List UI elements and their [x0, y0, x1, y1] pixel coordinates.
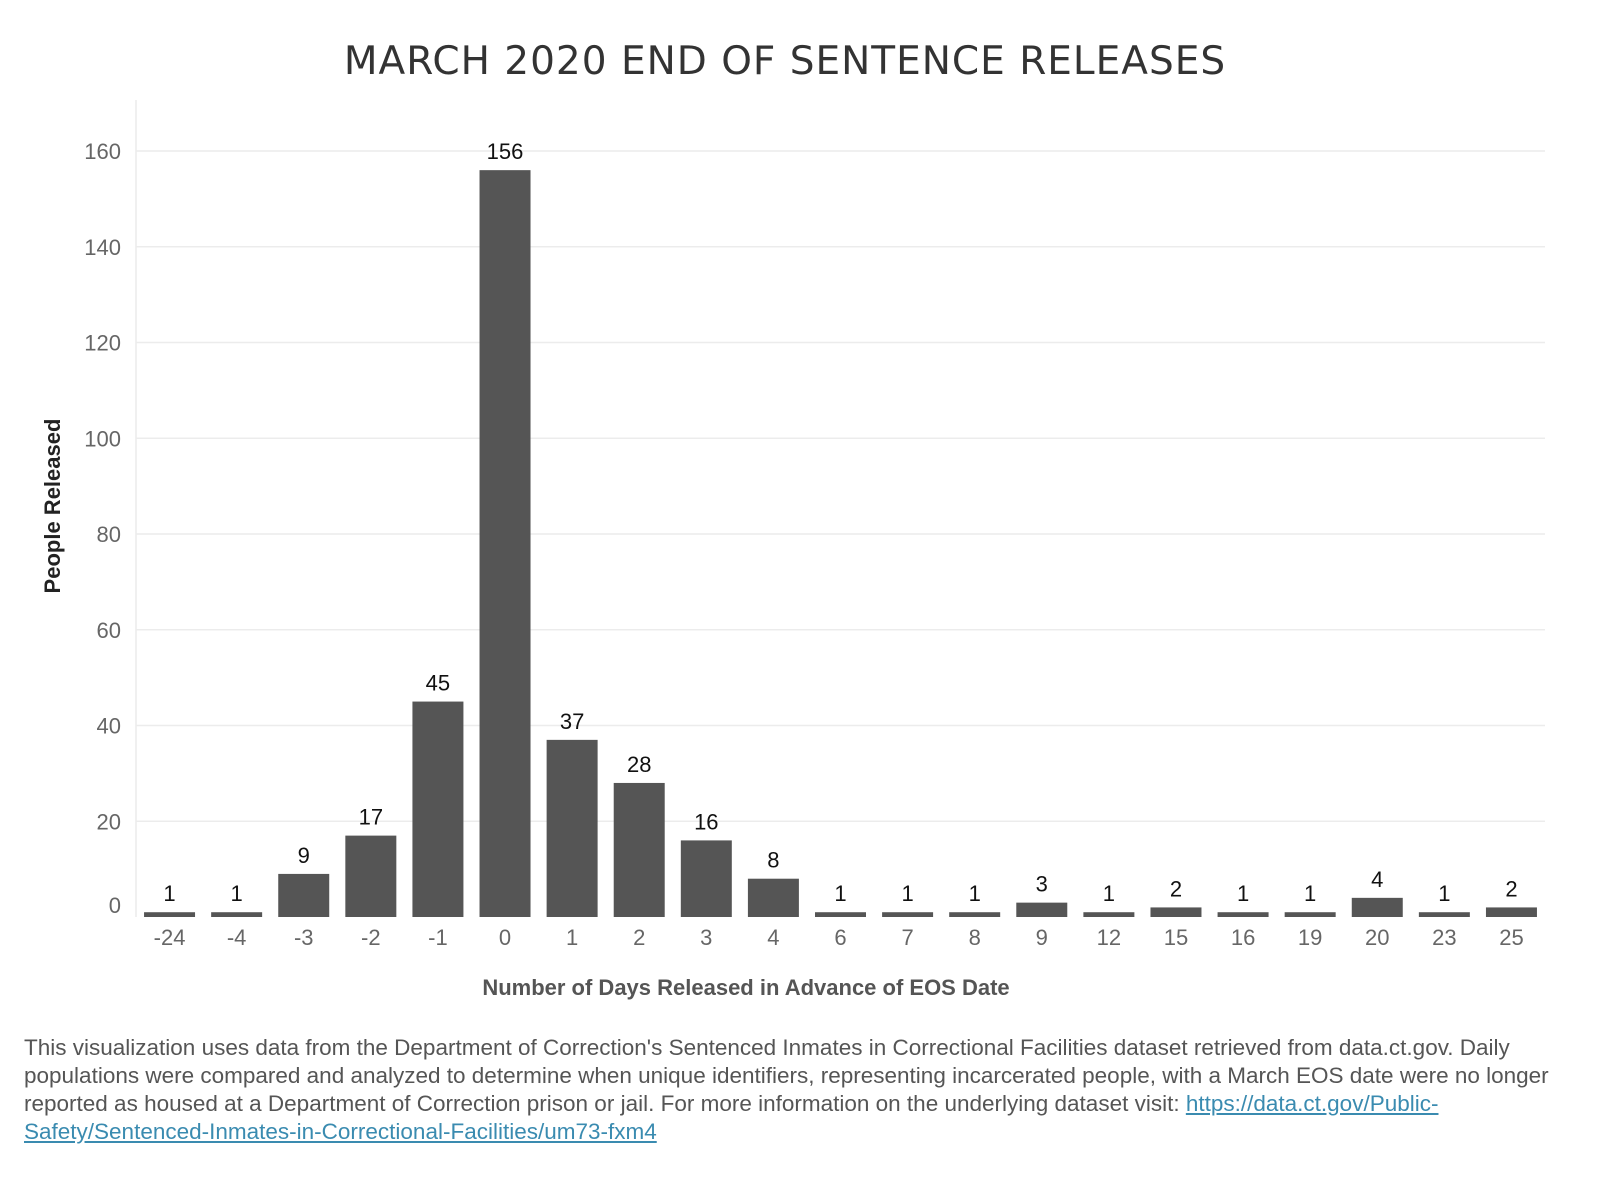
- data-label: 8: [767, 848, 779, 873]
- x-tick-label: -24: [154, 925, 186, 950]
- bar: [345, 835, 397, 917]
- x-tick-label: 15: [1164, 925, 1188, 950]
- bar: [747, 878, 799, 917]
- data-label: 16: [694, 809, 718, 834]
- y-tick-label: 160: [84, 139, 121, 164]
- data-label: 1: [969, 881, 981, 906]
- source-note-text: This visualization uses data from the De…: [24, 1035, 1549, 1116]
- data-label: 1: [1103, 881, 1115, 906]
- x-tick-label: 16: [1231, 925, 1255, 950]
- y-axis-ticks: 0 20 40 60 80 100 120 140 160: [84, 139, 121, 918]
- x-tick-label: 19: [1298, 925, 1322, 950]
- x-tick-label: 20: [1365, 925, 1389, 950]
- bar: [1083, 912, 1135, 917]
- data-label: 37: [560, 709, 584, 734]
- bar: [815, 912, 866, 917]
- data-label: 156: [487, 139, 524, 164]
- data-label: 1: [834, 881, 846, 906]
- bars: 1 1 9 17 45 156 37 28 16 8 1 1 1 3 1 2 1 1 4 1 2: [144, 139, 1537, 917]
- data-label: 3: [1036, 872, 1048, 897]
- x-tick-label: -2: [361, 925, 381, 950]
- x-tick-label: 8: [969, 925, 981, 950]
- y-axis-label: People Released: [40, 419, 65, 594]
- x-tick-label: 0: [499, 925, 511, 950]
- x-tick-label: -1: [428, 925, 448, 950]
- x-tick-label: 23: [1432, 925, 1456, 950]
- x-tick-label: -3: [294, 925, 314, 950]
- data-label: 45: [426, 671, 450, 696]
- y-tick-label: 100: [84, 426, 121, 451]
- data-label: 1: [231, 881, 243, 906]
- x-tick-label: -4: [227, 925, 247, 950]
- chart-title: MARCH 2020 END OF SENTENCE RELEASES: [344, 39, 1226, 84]
- bar: [1016, 902, 1068, 917]
- y-tick-label: 120: [84, 331, 121, 356]
- y-tick-label: 40: [97, 714, 121, 739]
- x-tick-label: 12: [1097, 925, 1121, 950]
- bar: [1284, 912, 1336, 917]
- bar: [1418, 912, 1470, 917]
- bar: [1351, 897, 1403, 917]
- x-tick-label: 25: [1499, 925, 1523, 950]
- bar: [1150, 907, 1202, 917]
- x-tick-label: 6: [834, 925, 846, 950]
- bar: [1485, 907, 1537, 917]
- data-label: 1: [1438, 881, 1450, 906]
- data-label: 28: [627, 752, 651, 777]
- bar: [882, 912, 934, 917]
- bar: [144, 912, 196, 917]
- data-label: 1: [1237, 881, 1249, 906]
- data-label: 1: [163, 881, 175, 906]
- bar: [680, 840, 732, 917]
- chart: MARCH 2020 END OF SENTENCE RELEASES 0204…: [40, 39, 1545, 1000]
- data-label: 1: [1304, 881, 1316, 906]
- x-tick-label: 2: [633, 925, 645, 950]
- bar: [211, 912, 263, 917]
- bar: [613, 782, 665, 917]
- y-tick-label: 140: [84, 235, 121, 260]
- data-label: 2: [1505, 876, 1517, 901]
- gridlines: [135, 100, 1545, 917]
- bar: [546, 739, 598, 917]
- bar: [278, 873, 330, 917]
- y-tick-label: 0: [109, 893, 121, 918]
- x-tick-label: 9: [1036, 925, 1048, 950]
- data-label: 2: [1170, 876, 1182, 901]
- data-label: 4: [1371, 867, 1383, 892]
- source-note: This visualization uses data from the De…: [24, 1034, 1564, 1146]
- x-axis-ticks: -24 -4 -3 -2 -1 0 1 2 3 4 6 7 8 9 12 15 16 19 20 23 25: [154, 925, 1524, 950]
- data-label: 9: [298, 843, 310, 868]
- y-tick-label: 60: [97, 618, 121, 643]
- bar: [479, 170, 531, 917]
- data-label: 1: [901, 881, 913, 906]
- x-tick-label: 3: [700, 925, 712, 950]
- y-tick-label: 20: [97, 809, 121, 834]
- bar: [412, 701, 464, 917]
- x-tick-label: 7: [901, 925, 913, 950]
- data-label: 17: [359, 805, 383, 830]
- x-tick-label: 1: [566, 925, 578, 950]
- bar: [1217, 912, 1269, 917]
- x-axis-label: Number of Days Released in Advance of EO…: [482, 975, 1009, 1000]
- bar: [949, 912, 1001, 917]
- dataset-link[interactable]: https://data.ct.gov/Public-Safety/Senten…: [24, 1091, 1439, 1144]
- x-tick-label: 4: [767, 925, 779, 950]
- y-tick-label: 80: [97, 522, 121, 547]
